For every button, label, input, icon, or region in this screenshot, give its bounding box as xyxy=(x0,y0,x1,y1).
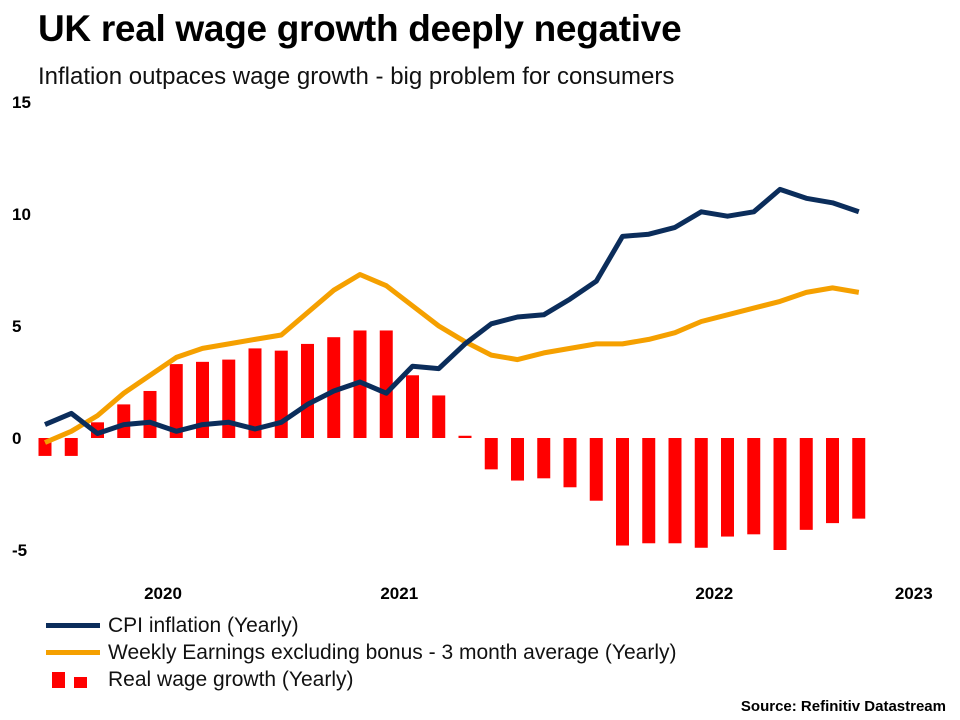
real-wage-bar xyxy=(721,438,734,537)
real-wage-bar xyxy=(616,438,629,546)
real-wage-bar xyxy=(248,348,262,438)
real-wage-bar xyxy=(668,438,682,544)
real-wage-bar xyxy=(222,359,236,438)
real-wage-bar-swatch xyxy=(44,666,102,693)
real-wage-bar xyxy=(327,337,341,438)
x-tick-label: 2021 xyxy=(380,584,418,603)
chart-subtitle: Inflation outpaces wage growth - big pro… xyxy=(38,63,675,90)
real-wage-bar xyxy=(563,438,577,488)
legend-item-real-wage: Real wage growth (Yearly) xyxy=(44,666,676,693)
real-wage-bar xyxy=(432,395,446,438)
y-tick-label: 0 xyxy=(12,429,21,448)
real-wage-bar xyxy=(826,438,839,524)
y-tick-label: -5 xyxy=(12,541,27,560)
real-wage-bar xyxy=(799,438,813,530)
y-tick-label: 15 xyxy=(12,93,31,112)
x-tick-label: 2020 xyxy=(144,584,182,603)
real-wage-bar xyxy=(747,438,761,535)
legend-item-cpi: CPI inflation (Yearly) xyxy=(44,612,676,639)
real-wage-bar xyxy=(169,364,183,438)
x-tick-label: 2022 xyxy=(695,584,733,603)
real-wage-bar xyxy=(196,361,209,438)
real-wage-bar xyxy=(117,404,131,438)
real-wage-bar xyxy=(537,438,551,479)
real-wage-bar xyxy=(694,438,708,548)
real-wage-bars xyxy=(38,330,866,550)
real-wage-bar xyxy=(64,438,78,456)
legend-item-earnings: Weekly Earnings excluding bonus - 3 mont… xyxy=(44,639,676,666)
legend-label-earnings: Weekly Earnings excluding bonus - 3 mont… xyxy=(108,640,677,664)
real-wage-bar xyxy=(143,390,157,438)
legend-label-cpi: CPI inflation (Yearly) xyxy=(108,613,299,637)
y-tick-label: 10 xyxy=(12,205,31,224)
source-note: Source: Refinitiv Datastream xyxy=(740,698,946,715)
real-wage-bar xyxy=(642,438,656,544)
real-wage-bar xyxy=(301,343,314,438)
x-axis: 2020 2021 2022 2023 xyxy=(144,584,933,603)
y-tick-label: 5 xyxy=(12,317,21,336)
cpi-inflation-line xyxy=(44,186,860,436)
real-wage-bar xyxy=(852,438,866,519)
y-axis: 15 10 5 0 -5 xyxy=(12,93,31,560)
real-wage-bar xyxy=(511,438,524,481)
real-wage-bar xyxy=(406,375,419,438)
real-wage-bar xyxy=(458,435,472,438)
real-wage-bar xyxy=(589,438,603,501)
real-wage-bar xyxy=(484,438,498,470)
earnings-line-swatch xyxy=(44,639,102,666)
x-tick-label: 2023 xyxy=(895,584,933,603)
real-wage-bar xyxy=(773,438,787,550)
series-lines xyxy=(44,186,860,445)
cpi-line-swatch xyxy=(44,612,102,639)
real-wage-bar xyxy=(379,330,393,438)
weekly-earnings-line xyxy=(44,272,860,445)
legend: CPI inflation (Yearly) Weekly Earnings e… xyxy=(44,612,676,693)
legend-label-real-wage: Real wage growth (Yearly) xyxy=(108,667,354,691)
real-wage-bar xyxy=(274,350,288,438)
chart-title: UK real wage growth deeply negative xyxy=(38,8,682,49)
